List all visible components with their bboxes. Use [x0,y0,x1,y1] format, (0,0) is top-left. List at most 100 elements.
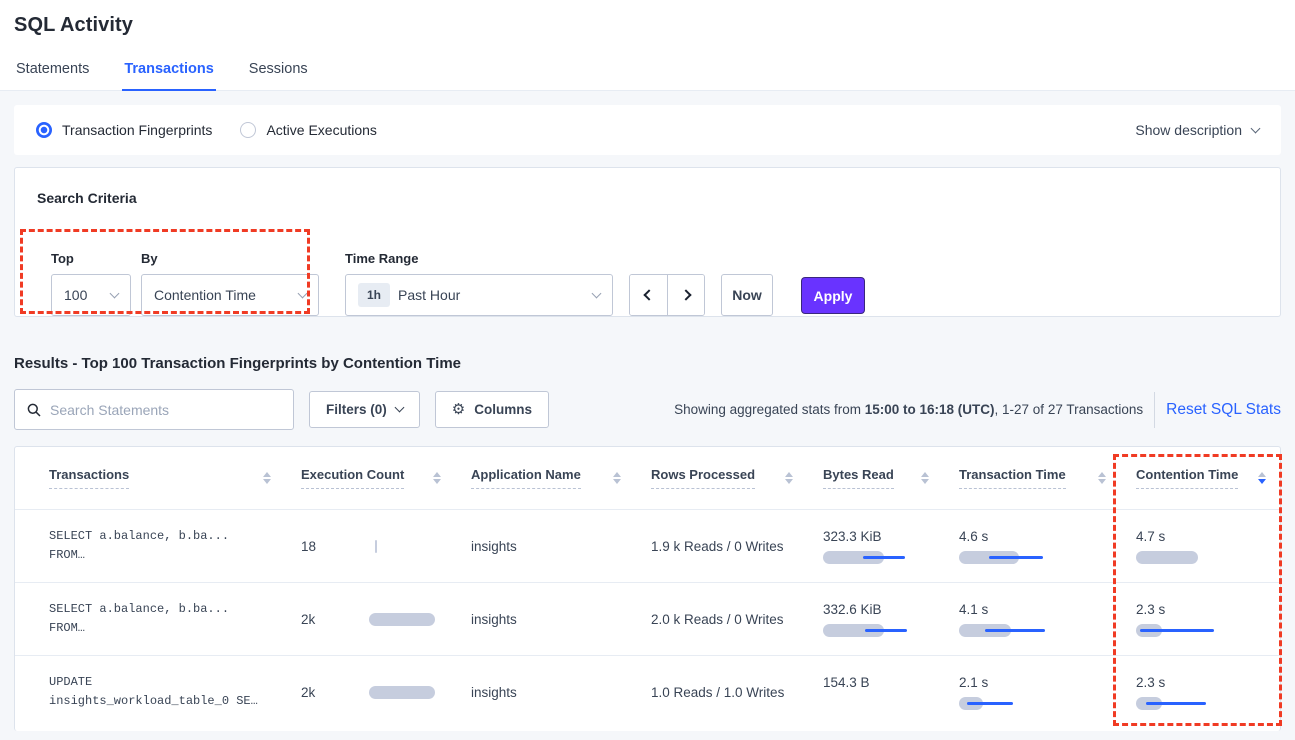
top-select[interactable]: 100 [51,274,131,316]
rows-processed-cell: 1.9 k Reads / 0 Writes [651,538,784,554]
search-statements-input[interactable] [50,401,281,418]
contention-time-cell: 4.7 s [1120,510,1280,582]
by-select[interactable]: Contention Time [141,274,319,316]
tab-transactions[interactable]: Transactions [122,61,217,91]
stats-range: 15:00 to 16:18 (UTC) [864,402,995,417]
header-application-name[interactable]: Application Name [455,447,635,509]
show-description-label: Show description [1135,122,1242,138]
sort-icon[interactable] [613,472,621,484]
application-name-cell: insights [471,611,517,627]
stats-suffix: , 1-27 of 27 Transactions [994,402,1144,417]
time-range-next-button[interactable] [667,275,704,315]
table-body: SELECT a.balance, b.ba... FROM… 18 insig… [15,509,1280,728]
header-transactions[interactable]: Transactions [15,447,285,509]
search-box [14,389,294,430]
top-select-value: 100 [64,287,88,303]
sort-icon[interactable] [1098,472,1106,484]
transaction-time-bar [959,623,1045,637]
header-bytes-read[interactable]: Bytes Read [807,447,943,509]
top-field: Top 100 [51,251,131,316]
table-header-row: Transactions Execution Count Application… [15,447,1280,509]
transactions-table: Transactions Execution Count Application… [14,446,1281,731]
columns-button[interactable]: ⚙ Columns [434,391,549,428]
by-label: By [141,251,158,266]
header-execution-count[interactable]: Execution Count [285,447,455,509]
tab-bar: Statements Transactions Sessions [14,61,1281,91]
stats-prefix: Showing aggregated stats from [674,402,865,417]
bytes-read-cell: 332.6 KiB [807,583,943,655]
tab-sessions[interactable]: Sessions [248,61,308,77]
table-row[interactable]: SELECT a.balance, b.ba... FROM… 2k insig… [15,582,1280,655]
radio-label: Transaction Fingerprints [62,122,213,138]
gear-icon: ⚙ [451,400,466,418]
top-label: Top [51,251,74,266]
rows-processed-cell: 2.0 k Reads / 0 Writes [651,611,784,627]
radio-label: Active Executions [266,122,377,138]
filters-label: Filters (0) [326,402,387,417]
table-row[interactable]: SELECT a.balance, b.ba... FROM… 18 insig… [15,509,1280,582]
transaction-query-link[interactable]: UPDATE insights_workload_table_0 SE… [49,675,258,708]
transaction-query-link[interactable]: SELECT a.balance, b.ba... FROM… [49,529,230,562]
view-toggle-bar: Transaction Fingerprints Active Executio… [14,105,1281,155]
execution-count-cell: 2k [285,583,455,655]
time-range-prev-button[interactable] [630,275,667,315]
contention-time-bar [1136,696,1222,710]
transaction-time-cell: 2.1 s [943,656,1120,728]
chevron-down-icon [591,288,602,298]
transaction-time-cell: 4.1 s [943,583,1120,655]
contention-time-bar [1136,623,1222,637]
filters-button[interactable]: Filters (0) [309,391,420,428]
sort-icon[interactable] [263,472,271,484]
header-rows-processed[interactable]: Rows Processed [635,447,807,509]
header-transaction-time[interactable]: Transaction Time [943,447,1120,509]
time-range-arrows [629,274,705,316]
sort-icon[interactable] [921,472,929,484]
execution-count-bar [369,612,455,626]
sort-icon[interactable] [785,472,793,484]
chevron-down-icon [297,288,308,298]
time-range-select[interactable]: 1h Past Hour [345,274,613,316]
table-row[interactable]: UPDATE insights_workload_table_0 SE… 2k … [15,655,1280,728]
apply-button[interactable]: Apply [801,277,865,314]
transaction-query-link[interactable]: SELECT a.balance, b.ba... FROM… [49,602,230,635]
radio-unselected-icon [240,122,257,138]
application-name-cell: insights [471,684,517,700]
results-toolbar: Filters (0) ⚙ Columns Showing aggregated… [14,389,1281,430]
sort-icon[interactable] [433,472,441,484]
execution-count-cell: 2k [285,656,455,728]
search-criteria-panel: Search Criteria Top 100 By Contention Ti… [14,167,1281,317]
columns-label: Columns [474,402,532,417]
chevron-left-icon [642,289,655,301]
now-button[interactable]: Now [721,274,773,316]
chevron-down-icon [109,288,120,298]
rows-processed-cell: 1.0 Reads / 1.0 Writes [651,684,785,700]
bytes-read-bar [823,623,909,637]
transaction-time-bar [959,550,1045,564]
radio-selected-icon [36,122,52,138]
show-description-toggle[interactable]: Show description [1135,122,1261,138]
radio-active-executions[interactable]: Active Executions [240,122,377,138]
tab-statements[interactable]: Statements [16,61,90,77]
transaction-time-cell: 4.6 s [943,510,1120,582]
header-contention-time[interactable]: Contention Time [1120,447,1280,509]
transaction-time-bar [959,696,1045,710]
search-criteria-controls: Top 100 By Contention Time Time Range [51,251,865,316]
contention-time-cell: 2.3 s [1120,656,1280,728]
divider [1154,391,1156,428]
time-range-label: Time Range [345,251,419,266]
bytes-read-cell: 323.3 KiB [807,510,943,582]
page-header: SQL Activity Statements Transactions Ses… [0,0,1295,91]
time-range-badge: 1h [358,283,391,307]
execution-count-bar [369,685,455,699]
page-title: SQL Activity [14,14,134,36]
reset-sql-stats-button[interactable]: Reset SQL Stats [1166,400,1281,418]
contention-time-bar [1136,550,1222,564]
chevron-down-icon [394,402,405,413]
sort-icon-active-desc[interactable] [1258,472,1266,484]
chevron-right-icon [680,289,692,301]
execution-count-bar [369,539,455,553]
time-range-field: Time Range 1h Past Hour [319,251,613,316]
bytes-read-cell: 154.3 B [807,656,943,728]
radio-transaction-fingerprints[interactable]: Transaction Fingerprints [36,122,212,138]
